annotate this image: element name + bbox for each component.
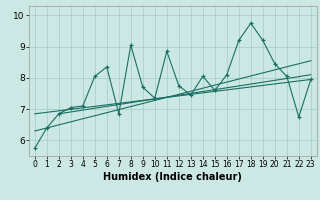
X-axis label: Humidex (Indice chaleur): Humidex (Indice chaleur) xyxy=(103,172,242,182)
